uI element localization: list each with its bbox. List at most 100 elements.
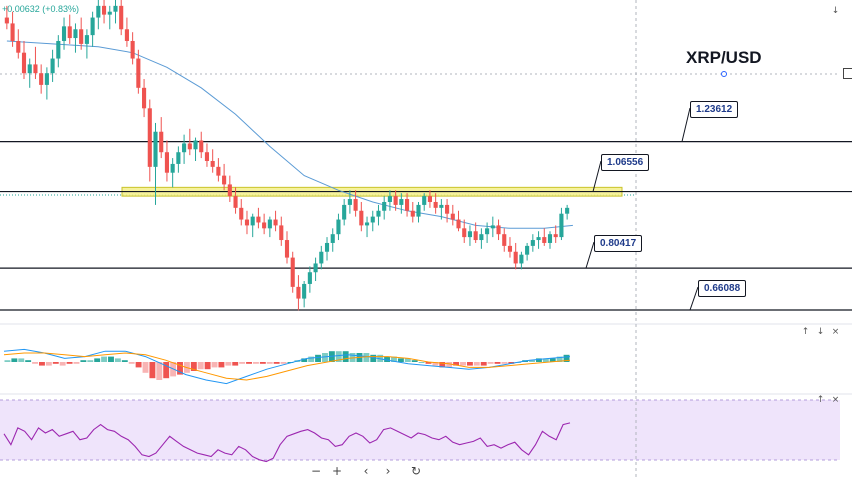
- candle-body: [382, 201, 387, 211]
- rsi-move-up-icon[interactable]: ↑: [816, 395, 825, 405]
- macd-histogram-bar: [432, 362, 439, 366]
- macd-histogram-bar: [204, 362, 211, 370]
- macd-histogram-bar: [391, 356, 397, 362]
- candle-body: [496, 225, 501, 235]
- moving-average: [6, 40, 573, 229]
- macd-histogram-bar: [425, 362, 432, 364]
- candle-body: [502, 234, 507, 246]
- macd-histogram-bar: [322, 353, 328, 362]
- candle-body: [279, 225, 284, 241]
- macd-line: [3, 348, 571, 385]
- candle-body: [536, 237, 541, 241]
- macd-histogram-bar: [73, 362, 80, 364]
- rsi-band: [0, 400, 840, 460]
- macd-histogram-bar: [142, 362, 149, 373]
- macd-histogram-bar: [80, 360, 87, 362]
- candle-body: [124, 29, 129, 41]
- candle-body: [507, 245, 513, 252]
- candle-body: [262, 222, 267, 229]
- macd-move-down-icon[interactable]: ↓: [816, 327, 825, 337]
- candle-body: [433, 201, 438, 208]
- macd-histogram-bar: [273, 362, 280, 364]
- level-connector: [585, 241, 595, 269]
- zoom-out-icon[interactable]: −: [310, 464, 322, 478]
- candle-body: [193, 140, 198, 150]
- candle-body: [547, 234, 553, 243]
- macd-histogram-bar: [190, 362, 197, 371]
- candle-body: [73, 29, 78, 39]
- macd-histogram-bar: [121, 360, 128, 362]
- candle-body: [147, 108, 152, 167]
- reset-chart-icon[interactable]: ↻: [410, 464, 422, 478]
- candle-body: [467, 231, 473, 238]
- macd-histogram-bar: [549, 358, 556, 362]
- candle-body: [405, 199, 410, 211]
- level-label-3: 0.80417: [594, 235, 643, 252]
- candle-body: [307, 272, 312, 284]
- candle-body: [445, 204, 450, 214]
- candle-body: [210, 161, 215, 167]
- level-connector: [681, 107, 691, 142]
- candle-body: [542, 237, 547, 243]
- macd-histogram-bar: [66, 362, 73, 364]
- macd-histogram-bar: [225, 362, 232, 366]
- level-connector: [592, 160, 602, 192]
- macd-histogram-bar: [232, 362, 239, 366]
- candle-body: [96, 5, 101, 18]
- candle-body: [565, 207, 570, 214]
- chart-settings-icon[interactable]: [843, 68, 852, 79]
- macd-histogram-bar: [439, 362, 446, 368]
- rsi-pane: [3, 422, 571, 463]
- chart-title: XRP/USD: [686, 48, 762, 67]
- candle-body: [530, 240, 535, 246]
- candle-body: [342, 204, 347, 220]
- macd-histogram-bar: [418, 362, 425, 363]
- candle-body: [107, 11, 112, 15]
- scroll-right-icon[interactable]: ›: [385, 464, 391, 478]
- candle-body: [119, 5, 124, 30]
- candle-body: [410, 210, 415, 217]
- horizontal-levels: [0, 107, 852, 311]
- macd-histogram-bar: [18, 358, 25, 362]
- macd-histogram-bar: [280, 362, 287, 364]
- macd-histogram-bar: [473, 362, 480, 366]
- macd-histogram-bar: [239, 362, 246, 364]
- candle-body: [319, 251, 324, 264]
- macd-histogram-bar: [411, 360, 418, 362]
- candle-body: [273, 219, 278, 226]
- rsi-close-icon[interactable]: ×: [831, 395, 840, 405]
- macd-histogram-bar: [32, 362, 39, 364]
- candle-body: [199, 140, 204, 153]
- macd-histogram-bar: [87, 360, 94, 362]
- candle-body: [456, 219, 461, 229]
- rsi-line: [3, 422, 571, 463]
- candle-body: [353, 199, 358, 211]
- candle-body: [39, 73, 44, 85]
- macd-histogram-bar: [59, 362, 66, 366]
- macd-close-icon[interactable]: ×: [831, 327, 840, 337]
- level-label-4: 0.66088: [698, 280, 747, 297]
- candle-body: [101, 5, 107, 15]
- macd-histogram-bar: [335, 351, 342, 362]
- macd-histogram-bar: [446, 362, 453, 368]
- candle-body: [84, 35, 89, 44]
- macd-histogram-bar: [4, 360, 11, 362]
- candle-body: [284, 240, 290, 258]
- zoom-in-icon[interactable]: +: [331, 464, 343, 478]
- macd-move-up-icon[interactable]: ↑: [801, 327, 810, 337]
- macd-histogram-bar: [301, 358, 308, 362]
- candle-body: [44, 73, 49, 85]
- candle-body: [233, 196, 238, 208]
- macd-histogram-bar: [556, 356, 563, 362]
- macd-histogram-bar: [384, 356, 391, 362]
- macd-histogram-bar: [135, 362, 142, 368]
- macd-histogram-bar: [308, 356, 315, 362]
- macd-histogram-bar: [114, 358, 121, 362]
- macd-histogram-bar: [397, 358, 404, 362]
- candle-body: [485, 228, 490, 235]
- collapse-arrow-down-icon[interactable]: ↓: [831, 6, 840, 16]
- scroll-left-icon[interactable]: ‹: [363, 464, 369, 478]
- macd-histogram-bar: [177, 362, 183, 375]
- macd-pane: [3, 348, 571, 385]
